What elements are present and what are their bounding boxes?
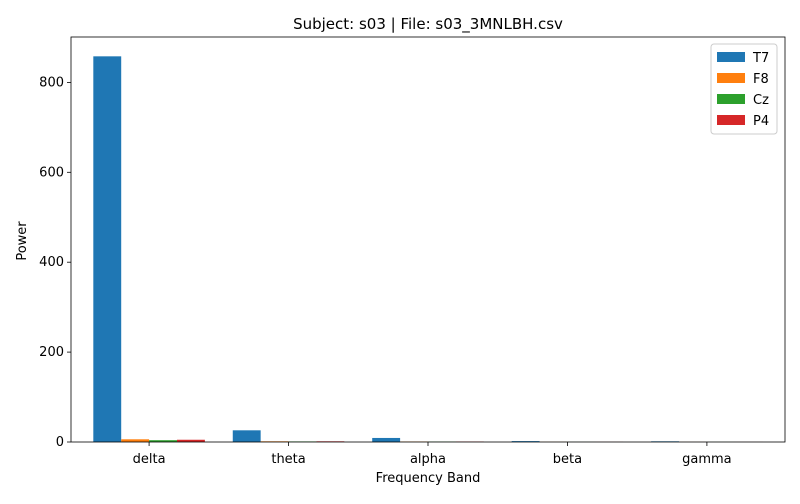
bar-t7-alpha — [372, 438, 400, 442]
y-tick-label: 0 — [56, 435, 64, 450]
y-axis-label: Power — [15, 221, 30, 261]
legend-swatch-p4 — [717, 115, 745, 125]
plot-frame — [71, 37, 785, 442]
legend-swatch-cz — [717, 94, 745, 104]
bar-t7-delta — [93, 56, 121, 442]
y-tick-label: 200 — [39, 345, 64, 360]
y-tick-label: 800 — [39, 75, 64, 90]
x-tick-label: beta — [553, 452, 582, 467]
y-tick-label: 600 — [39, 165, 64, 180]
chart-title: Subject: s03 | File: s03_3MNLBH.csv — [293, 15, 563, 34]
bar-f8-delta — [121, 439, 149, 442]
x-tick-label: delta — [133, 452, 166, 467]
legend-label-f8: F8 — [753, 72, 769, 87]
x-tick-label: theta — [271, 452, 305, 467]
legend-label-cz: Cz — [753, 93, 769, 108]
legend-label-t7: T7 — [752, 51, 769, 66]
legend-swatch-f8 — [717, 73, 745, 83]
x-tick-label: gamma — [682, 452, 732, 467]
y-tick-label: 400 — [39, 255, 64, 270]
legend-swatch-t7 — [717, 52, 745, 62]
bar-t7-theta — [233, 430, 261, 442]
legend: T7 F8 Cz P4 — [711, 44, 777, 134]
legend-label-p4: P4 — [753, 114, 769, 129]
x-tick-label: alpha — [410, 452, 446, 467]
plot-area: 0 200 400 600 800 delta theta alpha beta gamma — [39, 37, 785, 467]
x-axis-label: Frequency Band — [376, 471, 481, 486]
